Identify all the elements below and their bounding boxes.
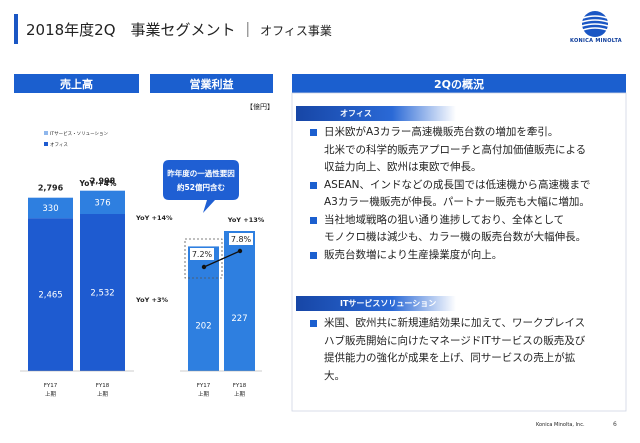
bullet-list-0: 日米欧がA3カラー高速機販売台数の増加を牽引。北米での科学的販売アプローチと高付… — [308, 124, 620, 264]
globe-logo-icon — [581, 11, 609, 37]
bullet-item: 当社地域戦略の狙い通り進捗しており、全体としてモノクロ機は減少も、カラー機の販売… — [308, 212, 620, 247]
label-it-0: 330 — [42, 204, 58, 214]
xtick-profit-1: FY18 — [233, 383, 247, 389]
title-accent-bar — [14, 14, 18, 44]
bullet-line: 大。 — [324, 369, 345, 382]
xtick-sales-0: FY17 — [44, 383, 58, 389]
margin-point-0 — [201, 264, 207, 270]
logo-text: KONICA MINOLTA — [570, 38, 622, 44]
label-total-0: 2,796 — [38, 184, 64, 193]
bullet-line: ASEAN、インドなどの成長国では低速機から高速機まで — [324, 178, 591, 191]
margin-label-bg-0 — [190, 248, 214, 260]
bullet-line: 提供能力の強化が成果を上げ、同サービスの売上が拡 — [324, 352, 576, 364]
label-total-1: 2,908 — [90, 177, 116, 186]
title-sub: オフィス事業 — [260, 24, 332, 38]
bar-profit-1 — [224, 231, 255, 371]
legend-label-it: ITサービス・ソリューション — [50, 130, 108, 137]
xtick-sales-1: FY18 — [96, 383, 110, 389]
bullet-line: ハブ販売開始に向けたマネージドITサービスの販売及び — [324, 334, 586, 347]
bullet-line: 米国、欧州共に新規連結効果に加えて、ワークプレイス — [324, 317, 586, 329]
title-main: 2018年度2Q 事業セグメント — [26, 21, 236, 39]
bar-office-0 — [28, 218, 73, 371]
bullet-list-1: 米国、欧州共に新規連結効果に加えて、ワークプレイス ハブ販売開始に向けたマネージド… — [308, 315, 620, 385]
bullet-line: 当社地域戦略の狙い通り進捗しており、全体として — [324, 213, 565, 226]
bullet-line: 日米欧がA3カラー高速機販売台数の増加を牽引。 — [324, 126, 559, 138]
xtick-profit-sub-1: 上期 — [234, 390, 246, 398]
footer-company: Konica Minolta, Inc. — [536, 422, 585, 428]
bullet-item: 販売台数増により生産操業度が向上。 — [308, 247, 620, 265]
page-title: 2018年度2Q 事業セグメント ｜ オフィス事業 — [26, 19, 332, 40]
label-profit-1: 227 — [231, 314, 247, 324]
yoy-office: YoY +3% — [135, 296, 169, 304]
overview-header: 2Qの概況 — [292, 74, 626, 93]
bar-it-0 — [28, 197, 73, 219]
bullet-line: 販売台数増により生産操業度が向上。 — [324, 248, 503, 261]
label-office-0: 2,465 — [38, 291, 62, 301]
callout-line-2: 約52億円含む — [177, 182, 225, 192]
bullet-item: 日米欧がA3カラー高速機販売台数の増加を牽引。北米での科学的販売アプローチと高付… — [308, 124, 620, 177]
operating-profit-header: 営業利益 — [150, 74, 273, 93]
callout-bubble — [163, 160, 239, 213]
bullet-line: A3カラー機販売が伸長。パートナー販売も大幅に増加。 — [324, 196, 590, 208]
legend-swatch-it — [44, 131, 48, 135]
bullet-line: 北米での科学的販売アプローチと高付加価値販売による — [324, 143, 587, 156]
section-header-1: ITサービスソリューション — [296, 296, 456, 311]
label-it-1: 376 — [94, 198, 110, 208]
bullet-line: 収益力向上、欧州は東欧で伸長。 — [324, 161, 482, 173]
yoy-profit: YoY +13% — [227, 216, 265, 224]
label-profit-0: 202 — [195, 322, 211, 332]
legend-label-office: オフィス — [50, 142, 68, 148]
yoy-total: YoY +4% — [79, 179, 117, 188]
unit-label: 【億円】 — [246, 103, 274, 111]
legend-swatch-office — [44, 142, 48, 146]
margin-label-bg-1 — [229, 233, 253, 245]
bar-office-1 — [80, 214, 125, 371]
page-number: 6 — [613, 421, 617, 428]
title-separator: ｜ — [240, 21, 256, 39]
xtick-sales-sub-1: 上期 — [97, 390, 109, 398]
yoy-it: YoY +14% — [135, 214, 173, 222]
bar-it-1 — [80, 190, 125, 214]
margin-label-1: 7.8% — [231, 235, 252, 244]
section-header-0: オフィス — [296, 106, 456, 121]
xtick-sales-sub-0: 上期 — [45, 390, 57, 398]
xtick-profit-0: FY17 — [197, 383, 211, 389]
label-office-1: 2,532 — [90, 289, 114, 299]
bullet-item: 米国、欧州共に新規連結効果に加えて、ワークプレイス ハブ販売開始に向けたマネージド… — [308, 315, 620, 385]
bullet-line: モノクロ機は減少も、カラー機の販売台数が大幅伸長。 — [324, 231, 587, 243]
overview-panel-border — [291, 92, 627, 412]
bullet-item: ASEAN、インドなどの成長国では低速機から高速機まで A3カラー機販売が伸長。パ… — [308, 177, 620, 212]
callout-line-1: 昨年度の一過性要因 — [167, 168, 235, 178]
margin-label-0: 7.2% — [192, 250, 213, 259]
xtick-profit-sub-0: 上期 — [198, 390, 210, 398]
sales-header: 売上高 — [14, 74, 139, 93]
margin-point-1 — [237, 248, 243, 254]
margin-line — [203, 250, 241, 268]
